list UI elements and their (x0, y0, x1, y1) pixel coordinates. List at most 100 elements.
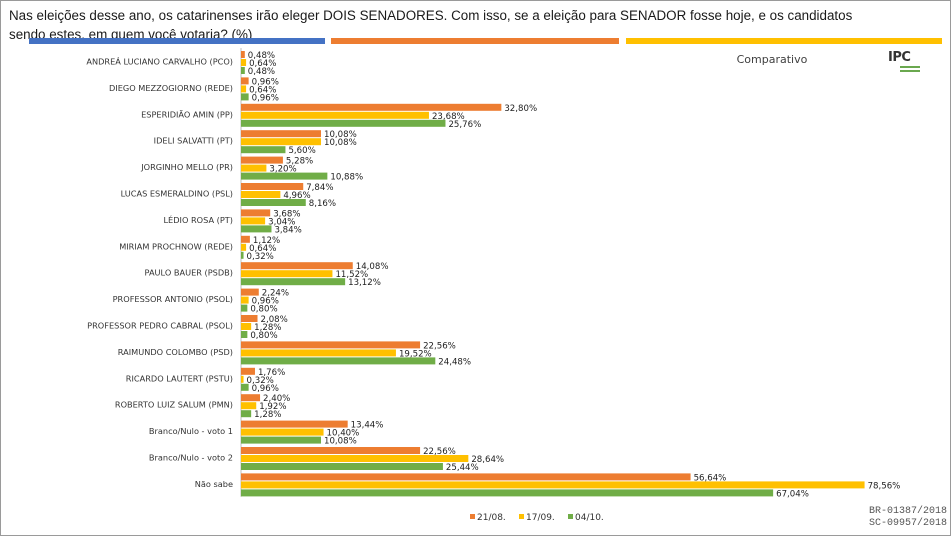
data-label: 67,04% (776, 489, 809, 499)
legend-swatch (519, 514, 524, 519)
bar (241, 349, 396, 357)
registration-code-br: BR-01387/2018 (868, 506, 947, 517)
bar (241, 304, 248, 312)
bar (241, 420, 348, 428)
bar (241, 225, 272, 233)
bar (241, 331, 248, 338)
data-label: 0,64% (249, 59, 276, 69)
data-label: 5,28% (286, 157, 313, 167)
stripe-yellow (626, 38, 942, 44)
stripe-orange (331, 38, 619, 44)
bar (241, 243, 247, 251)
bar (241, 436, 322, 444)
data-label: 10,08% (324, 138, 357, 148)
logo-text: IPC (888, 50, 911, 65)
bar (241, 402, 257, 410)
bar (241, 455, 469, 462)
data-label: 0,48% (248, 67, 275, 77)
legend-label: 04/10. (575, 513, 604, 523)
bar (241, 235, 250, 243)
bar (241, 341, 421, 349)
data-label: 10,08% (324, 130, 357, 140)
category-label: Não sabe (195, 479, 233, 489)
bar (241, 410, 252, 418)
category-label: LÉDIO ROSA (PT) (163, 214, 233, 225)
data-label: 0,32% (247, 376, 274, 386)
data-label: 0,32% (247, 252, 274, 262)
data-label: 23,68% (432, 112, 465, 122)
bar (241, 77, 249, 85)
bar (241, 209, 271, 217)
bar (241, 288, 259, 296)
data-label: 11,52% (335, 270, 368, 280)
ipc-logo: IPC (888, 50, 922, 76)
data-label: 3,20% (269, 165, 296, 175)
data-label: 0,80% (250, 305, 277, 315)
bar (241, 262, 353, 270)
bar (241, 111, 429, 119)
data-label: 56,64% (694, 473, 727, 483)
data-label: 10,08% (324, 437, 357, 447)
bar (241, 489, 774, 497)
category-label: Branco/Nulo - voto 1 (149, 426, 233, 436)
data-label: 0,96% (252, 384, 279, 394)
data-label: 0,96% (252, 297, 279, 307)
bar (241, 146, 286, 154)
data-label: 3,04% (268, 217, 295, 227)
data-label: 25,76% (448, 120, 481, 130)
data-label: 13,44% (351, 421, 384, 431)
chart-title: Comparativo (737, 53, 808, 66)
data-label: 32,80% (504, 104, 537, 114)
data-label: 5,60% (288, 146, 315, 156)
data-label: 8,16% (309, 199, 336, 209)
data-label: 22,56% (423, 341, 456, 351)
bar (241, 85, 247, 93)
category-label: LUCAS ESMERALDINO (PSL) (121, 189, 233, 199)
bar (241, 296, 249, 304)
logo-mark-line (900, 66, 920, 68)
data-label: 1,28% (254, 323, 281, 333)
category-label: PROFESSOR ANTONIO (PSOL) (113, 294, 233, 304)
data-label: 0,80% (250, 331, 277, 341)
bar (241, 357, 436, 365)
bar (241, 164, 267, 172)
legend-label: 17/09. (526, 513, 555, 523)
data-label: 25,44% (446, 463, 479, 473)
bar (241, 67, 245, 74)
data-label: 2,08% (261, 315, 288, 325)
data-label: 2,24% (262, 289, 289, 299)
data-label: 0,96% (252, 93, 279, 103)
stripe-blue (29, 38, 325, 44)
bar (241, 138, 322, 146)
bar (241, 51, 245, 58)
category-label: RAIMUNDO COLOMBO (PSD) (118, 347, 233, 357)
data-label: 14,08% (356, 262, 389, 272)
bar (241, 315, 258, 322)
bar (241, 103, 502, 111)
category-label: MIRIAM PROCHNOW (REDE) (119, 241, 233, 251)
bar (241, 278, 346, 286)
data-label: 22,56% (423, 447, 456, 457)
bar (241, 119, 446, 127)
category-label: ESPERIDIÃO AMIN (PP) (141, 109, 233, 119)
data-label: 4,96% (283, 191, 310, 201)
legend-swatch (568, 514, 573, 519)
data-label: 19,52% (399, 349, 432, 359)
logo-mark-line (900, 70, 920, 72)
data-label: 13,12% (348, 278, 381, 288)
data-label: 28,64% (471, 455, 504, 465)
legend-label: 21/08. (477, 513, 506, 523)
bar (241, 172, 328, 180)
bar (241, 473, 691, 481)
data-label: 0,96% (252, 77, 279, 87)
bar (241, 59, 247, 66)
bar (241, 93, 249, 101)
category-label: PROFESSOR PEDRO CABRAL (PSOL) (87, 321, 233, 331)
bar (241, 481, 865, 489)
bar (241, 199, 306, 206)
data-label: 10,40% (327, 429, 360, 439)
bar (241, 375, 244, 383)
data-label: 2,40% (263, 394, 290, 404)
category-label: PAULO BAUER (PSDB) (145, 268, 233, 278)
data-label: 0,64% (249, 244, 276, 254)
